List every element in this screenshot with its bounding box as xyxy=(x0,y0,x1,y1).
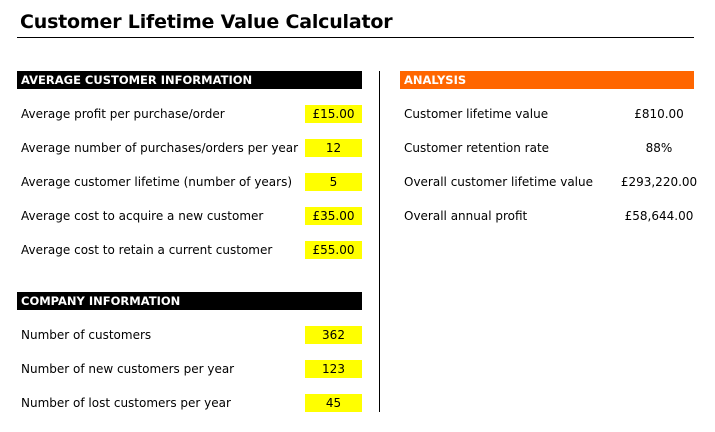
customer-lifetime-value-label: Customer lifetime value xyxy=(404,107,549,121)
title-underline xyxy=(17,37,694,38)
avg-acquire-cost-input[interactable]: £35.00 xyxy=(305,207,362,225)
overall-customer-lifetime-value-result: £293,220.00 xyxy=(620,175,698,189)
avg-retain-cost-input[interactable]: £55.00 xyxy=(305,241,362,259)
row-customer-retention-rate: Customer retention rate 88% xyxy=(404,139,694,157)
avg-retain-cost-label: Average cost to retain a current custome… xyxy=(21,243,273,257)
row-avg-retain-cost: Average cost to retain a current custome… xyxy=(21,241,362,259)
row-lost-customers-per-year: Number of lost customers per year 45 xyxy=(21,394,362,412)
row-avg-purchases-per-year: Average number of purchases/orders per y… xyxy=(21,139,362,157)
row-number-of-customers: Number of customers 362 xyxy=(21,326,362,344)
analysis-header: ANALYSIS xyxy=(400,71,694,89)
row-overall-customer-lifetime-value: Overall customer lifetime value £293,220… xyxy=(404,173,697,191)
row-overall-annual-profit: Overall annual profit £58,644.00 xyxy=(404,207,694,225)
row-avg-customer-lifetime: Average customer lifetime (number of yea… xyxy=(21,173,362,191)
new-customers-per-year-input[interactable]: 123 xyxy=(305,360,362,378)
company-info-header: COMPANY INFORMATION xyxy=(17,292,362,310)
row-avg-profit-per-order: Average profit per purchase/order £15.00 xyxy=(21,105,362,123)
number-of-customers-label: Number of customers xyxy=(21,328,152,342)
new-customers-per-year-label: Number of new customers per year xyxy=(21,362,235,376)
row-avg-acquire-cost: Average cost to acquire a new customer £… xyxy=(21,207,362,225)
customer-retention-rate-result: 88% xyxy=(645,141,673,155)
lost-customers-per-year-label: Number of lost customers per year xyxy=(21,396,231,410)
average-customer-info-header: AVERAGE CUSTOMER INFORMATION xyxy=(17,71,362,89)
avg-purchases-per-year-input[interactable]: 12 xyxy=(305,139,362,157)
number-of-customers-input[interactable]: 362 xyxy=(305,326,362,344)
page-title: Customer Lifetime Value Calculator xyxy=(20,11,393,33)
row-customer-lifetime-value: Customer lifetime value £810.00 xyxy=(404,105,694,123)
lost-customers-per-year-input[interactable]: 45 xyxy=(305,394,362,412)
avg-customer-lifetime-label: Average customer lifetime (number of yea… xyxy=(21,175,293,189)
overall-customer-lifetime-value-label: Overall customer lifetime value xyxy=(404,175,593,189)
row-new-customers-per-year: Number of new customers per year 123 xyxy=(21,360,362,378)
column-divider xyxy=(379,71,380,412)
customer-retention-rate-label: Customer retention rate xyxy=(404,141,550,155)
customer-lifetime-value-result: £810.00 xyxy=(634,107,684,121)
avg-purchases-per-year-label: Average number of purchases/orders per y… xyxy=(21,141,299,155)
avg-profit-per-order-input[interactable]: £15.00 xyxy=(305,105,362,123)
avg-customer-lifetime-input[interactable]: 5 xyxy=(305,173,362,191)
overall-annual-profit-result: £58,644.00 xyxy=(624,209,694,223)
avg-profit-per-order-label: Average profit per purchase/order xyxy=(21,107,225,121)
avg-acquire-cost-label: Average cost to acquire a new customer xyxy=(21,209,264,223)
overall-annual-profit-label: Overall annual profit xyxy=(404,209,528,223)
